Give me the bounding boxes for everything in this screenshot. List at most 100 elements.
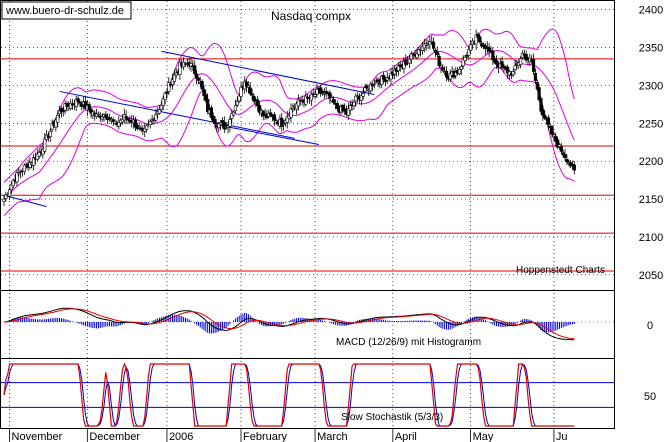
watermark-box <box>1 1 132 20</box>
candle-body <box>396 65 400 71</box>
candle-body <box>17 172 21 175</box>
candle-body <box>554 136 558 142</box>
candle-body <box>189 63 193 67</box>
candle-body <box>518 58 523 65</box>
price-tick-label: 2050 <box>639 270 663 282</box>
candle-body <box>463 56 467 61</box>
candle-body <box>230 113 234 119</box>
candle-body <box>61 110 65 112</box>
candle-body <box>428 41 432 46</box>
candle-body <box>15 172 19 183</box>
candle-body <box>537 87 541 101</box>
candle-body <box>487 47 491 52</box>
month-label: March <box>317 431 348 442</box>
candle-body <box>402 61 406 69</box>
candle-body <box>354 95 358 102</box>
candle-body <box>43 138 47 152</box>
candle-body <box>550 126 554 135</box>
candle-body <box>9 184 14 191</box>
candle-body <box>320 90 325 94</box>
candle-body <box>457 68 462 75</box>
candle-body <box>35 153 39 160</box>
candle-body <box>315 88 319 95</box>
candle-body <box>431 41 436 49</box>
candle-body <box>120 118 125 123</box>
candle-body <box>476 34 480 38</box>
candle-body <box>133 119 138 128</box>
candle-body <box>359 95 363 101</box>
price-tick-label: 2100 <box>639 232 663 244</box>
candle-body <box>50 123 54 130</box>
candle-body <box>228 119 232 127</box>
candle-body <box>54 119 58 128</box>
candle-body <box>346 108 351 116</box>
candle-body <box>341 105 345 112</box>
candle-body <box>126 118 130 121</box>
candle-body <box>169 83 173 86</box>
candle-body <box>7 189 12 197</box>
candle-body <box>87 104 91 111</box>
candle-body <box>269 112 273 116</box>
candle-body <box>461 58 465 67</box>
candle-body <box>28 162 32 168</box>
candle-body <box>161 98 165 106</box>
candle-body <box>202 89 206 96</box>
horizontal-levels <box>1 58 614 272</box>
candle-body <box>11 179 15 187</box>
candle-body <box>376 79 380 83</box>
candle-body <box>56 115 60 123</box>
candle-body <box>328 92 332 99</box>
candle-body <box>535 82 539 90</box>
price-tick-label: 2400 <box>639 5 663 17</box>
candle-body <box>352 102 356 106</box>
candle-body <box>19 171 23 173</box>
trendline <box>59 90 295 139</box>
candle-body <box>135 125 139 129</box>
candle-body <box>213 119 217 125</box>
candle-body <box>144 125 149 130</box>
candle-body <box>237 95 241 102</box>
candle-body <box>257 105 262 113</box>
month-label: November <box>12 431 63 442</box>
candle-body <box>48 130 52 138</box>
candle-body <box>415 53 419 58</box>
candle-body <box>533 72 538 81</box>
candle-body <box>309 93 313 101</box>
candle-body <box>478 36 482 43</box>
candle-body <box>178 62 182 75</box>
macd-signal-line <box>4 308 575 340</box>
candle-body <box>248 87 252 95</box>
trendline <box>3 194 47 208</box>
month-label: December <box>89 431 140 442</box>
candle-body <box>365 85 369 89</box>
candle-body <box>76 98 80 102</box>
candle-body <box>246 85 251 88</box>
candle-body <box>4 194 8 199</box>
candle-body <box>546 117 550 125</box>
candle-body <box>200 80 204 90</box>
candle-body <box>100 116 104 120</box>
candle-body <box>552 134 556 137</box>
candle-body <box>385 77 389 81</box>
stochastic-indicator <box>1 362 614 427</box>
stoch-panel-frame <box>0 358 615 429</box>
chart-title: Nasdaq compx <box>271 9 351 23</box>
candle-body <box>393 69 397 75</box>
candle-body <box>294 103 299 110</box>
candle-body <box>485 46 489 49</box>
candle-body <box>239 86 243 97</box>
candle-body <box>411 53 415 56</box>
candle-body <box>304 95 308 105</box>
candle-body <box>244 81 249 88</box>
candle-body <box>319 87 323 94</box>
watermark: www.buero-dr-schulz.de <box>5 5 124 17</box>
candle-body <box>556 139 560 148</box>
price-tick-label: 2300 <box>639 80 663 92</box>
candle-body <box>143 128 147 132</box>
candle-body <box>541 109 545 116</box>
trendline <box>161 50 375 95</box>
candle-body <box>165 91 169 94</box>
candle-body <box>74 98 78 107</box>
candle-body <box>409 53 413 60</box>
candle-body <box>539 98 543 112</box>
